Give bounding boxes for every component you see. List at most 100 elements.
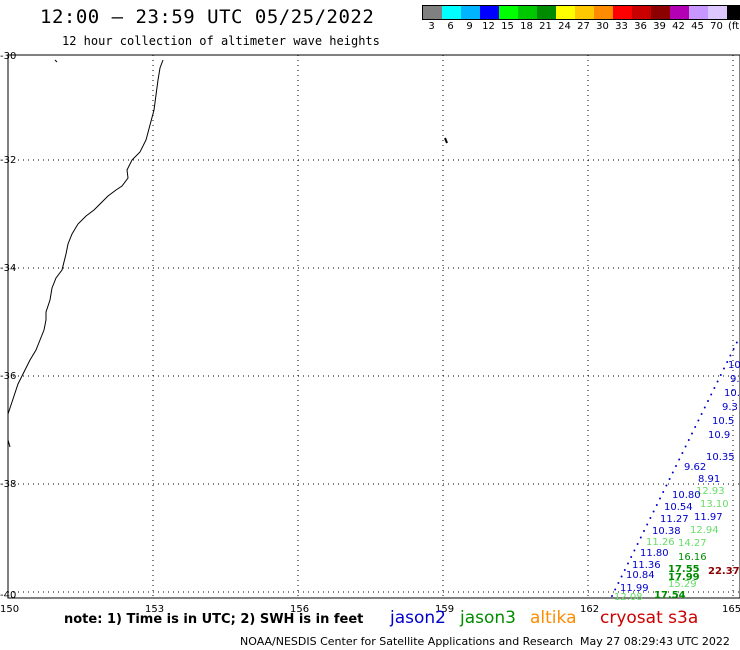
lon-label: 159 [435, 604, 455, 615]
legend-label: 27 [577, 21, 590, 32]
satellite-jason3: jason3 [460, 608, 516, 628]
wave-height-label: 12.94 [690, 525, 719, 536]
track-point [729, 354, 732, 357]
legend-swatch [613, 6, 632, 19]
legend-swatch [651, 6, 670, 19]
legend-swatch [537, 6, 556, 19]
wave-height-label: 22.37 [708, 566, 740, 577]
track-point [665, 484, 668, 487]
track-point [671, 471, 674, 474]
map-frame [7, 54, 740, 599]
wave-height-label: 11.99 [620, 583, 649, 594]
wave-height-label: 11.36 [632, 560, 661, 571]
lon-label: 156 [290, 604, 310, 615]
legend-swatch [727, 6, 740, 19]
legend-swatch [442, 6, 461, 19]
track-point [719, 374, 722, 376]
wave-height-label: 10.38 [652, 526, 681, 537]
wave-height-label: 10.5 [712, 416, 734, 427]
legend-swatch [461, 6, 480, 19]
wave-height-label: 17.55 [668, 564, 700, 575]
track-point [678, 458, 681, 461]
track-point [710, 393, 713, 396]
legend-label: 9 [466, 21, 473, 32]
track-point [611, 595, 613, 597]
legend-label: 15 [501, 21, 514, 32]
legend-label: 18 [520, 21, 533, 32]
lat-label: -32 [0, 155, 17, 166]
wave-height-label: 9.3 [722, 402, 738, 413]
legend-swatch [670, 6, 689, 19]
legend-swatch [632, 6, 651, 19]
legend-label: 24 [558, 21, 571, 32]
wave-height-label: 11.26 [646, 537, 675, 548]
track-point [707, 400, 709, 402]
wave-height-label: 12.93 [696, 486, 725, 497]
legend-swatch [708, 6, 727, 19]
lat-label: -38 [0, 479, 17, 490]
track-point [726, 361, 729, 363]
coast-fragment [7, 439, 11, 448]
lon-label: 162 [580, 604, 600, 615]
legend-label: 36 [634, 21, 647, 32]
legend-label: 42 [672, 21, 685, 32]
track-point [652, 510, 655, 513]
track-point [655, 504, 658, 506]
track-point [639, 536, 642, 539]
footer-timestamp: May 27 08:29:43 UTC 2022 [580, 635, 730, 648]
track-point [633, 549, 636, 552]
map-subtitle: 12 hour collection of altimeter wave hei… [62, 34, 380, 48]
legend-label: 21 [539, 21, 552, 32]
track-point [713, 387, 716, 389]
track-point [716, 380, 719, 383]
footer-credit: NOAA/NESDIS Center for Satellite Applica… [240, 635, 574, 648]
legend-swatch [575, 6, 594, 19]
track-point [617, 582, 620, 584]
satellite-altika: altika [530, 608, 577, 628]
lon-label: 153 [145, 604, 165, 615]
color-legend [422, 5, 740, 20]
lat-label: -40 [0, 590, 17, 601]
legend-swatch [689, 6, 708, 19]
legend-label: 30 [596, 21, 609, 32]
track-point [735, 341, 738, 344]
legend-swatch [480, 6, 499, 19]
track-point [700, 413, 703, 415]
wave-height-label: 12.08 [614, 592, 643, 603]
track-point [681, 452, 684, 454]
legend-label: 6 [447, 21, 454, 32]
wave-height-label: 15.29 [668, 579, 697, 590]
track-point [662, 491, 665, 493]
wave-height-label: 10.80 [672, 490, 701, 501]
satellite-cryosat: cryosat s3a [600, 608, 699, 628]
track-point [643, 530, 645, 532]
track-point [684, 445, 687, 448]
track-point [627, 562, 629, 565]
legend-label: 33 [615, 21, 628, 32]
wave-height-label: 10. [724, 388, 740, 399]
track-point [636, 543, 639, 545]
wave-height-label: 10.84 [626, 570, 655, 581]
lat-label: -34 [0, 263, 17, 274]
track-point [694, 426, 697, 428]
wave-height-label: 10.35 [706, 452, 735, 463]
legend-label: 70 [710, 21, 723, 32]
track-point [623, 569, 626, 571]
lon-label: 165 [722, 604, 740, 615]
legend-swatch [556, 6, 575, 19]
coast-fragment [54, 59, 58, 63]
lat-label: -36 [0, 371, 17, 382]
track-point [620, 575, 623, 578]
satellite-jason2: jason2 [390, 608, 446, 628]
legend-swatch [423, 6, 442, 19]
track-point [732, 348, 735, 350]
note-text: note: 1) Time is in UTC; 2) SWH is in fe… [64, 612, 364, 627]
legend-swatch [499, 6, 518, 19]
legend-swatch [518, 6, 537, 19]
track-point [659, 497, 661, 500]
track-point [703, 406, 706, 409]
wave-height-label: 13.10 [700, 499, 729, 510]
wave-height-label: 11.80 [640, 548, 669, 559]
